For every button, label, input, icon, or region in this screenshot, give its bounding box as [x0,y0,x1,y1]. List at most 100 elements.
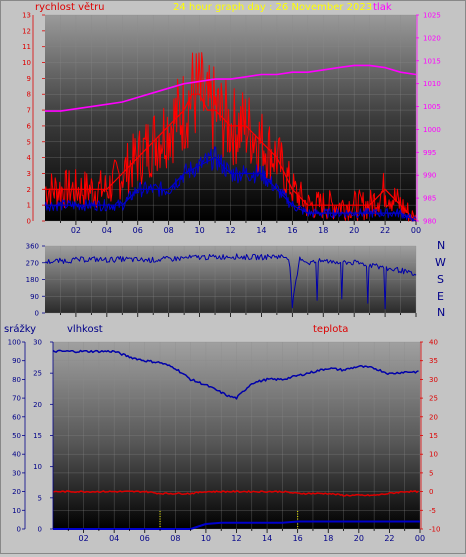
y-tick-label: 5 [38,494,42,502]
y-tick-label: 9 [27,75,31,83]
grid-lines [45,14,421,530]
y-tick-label: 70 [12,395,21,403]
y2-tick-label: 1020 [423,34,441,42]
x-tick-label: 22 [384,534,394,543]
x-tick-label: 08 [170,534,180,543]
y-tick-label: 10 [33,463,42,471]
y2-tick-label: 1025 [423,12,441,20]
y-tick-label: 8 [27,91,31,99]
y-tick-label: 60 [12,413,21,421]
y2-tick-label: 1015 [423,57,441,65]
axes-layer: 02 04 06 08 10 12 14 16 18 20 22 000123456789101112… [8,12,441,544]
x-tick-label: 10 [194,226,204,235]
x-tick-label: 20 [354,534,364,543]
y2-tick-label: 995 [423,149,436,157]
x-tick-label: 12 [225,226,235,235]
humidity-line [52,349,419,400]
y-tick-label: 4 [27,154,32,162]
pressure-line [45,64,417,112]
x-tick-label: 14 [256,226,266,235]
y-tick-label: 12 [22,27,31,35]
y-tick-label: 20 [33,401,42,409]
wind-title: rychlost větru [35,1,105,13]
y2-tick-label: 1010 [423,80,441,88]
y-tick-label: 30 [33,339,42,347]
y-tick-label: 2 [27,186,31,194]
y-tick-label: 0 [38,526,42,534]
y-tick-label: 20 [12,488,21,496]
temperature-label: teplota [313,324,348,335]
y-tick-label: 0 [27,218,31,226]
y-tick-label: 90 [12,357,21,365]
humidity-label: vlhkost [67,324,103,335]
y-tick-label: 80 [12,376,21,384]
wind-gust-line [45,93,417,222]
y-tick-label: 50 [12,432,21,440]
y-tick-label: 5 [27,138,31,146]
rain-label: srážky [4,323,36,335]
x-tick-label: 02 [78,534,88,543]
compass-label-n: N [437,239,445,252]
wind-direction-trace [44,253,417,310]
y-tick-label: 11 [22,43,31,51]
y-tick-label: 40 [12,451,21,459]
y2-tick-label: 0 [429,488,433,496]
series-layer [44,52,420,530]
y2-tick-label: 5 [429,469,433,477]
x-tick-label: 00 [411,226,421,235]
y2-tick-label: 1000 [423,126,441,134]
x-tick-label: 10 [201,534,211,543]
x-tick-label: 12 [231,534,241,543]
y2-tick-label: -10 [429,526,440,534]
y-tick-label: 100 [8,339,21,347]
y-tick-label: 1 [27,202,31,210]
compass-label-s: S [437,273,444,286]
x-tick-label: 04 [102,226,112,235]
compass-label-e: E [437,290,444,303]
y2-tick-label: 980 [423,218,436,226]
y-tick-label: 180 [26,276,39,284]
y2-tick-label: 30 [429,376,438,384]
wind-average-line [45,157,417,222]
y-tick-label: 10 [12,507,21,515]
compass-label-w: W [435,256,446,269]
x-tick-label: 00 [415,534,425,543]
y-tick-label: 7 [27,107,31,115]
x-tick-label: 14 [262,534,272,543]
y2-tick-label: 10 [429,451,438,459]
y-tick-label: 10 [22,59,31,67]
y-tick-label: 0 [17,526,21,534]
x-tick-label: 16 [287,226,297,235]
rain-line [53,520,420,530]
x-tick-label: 20 [349,226,359,235]
x-tick-label: 06 [140,534,150,543]
y-tick-label: 360 [26,243,39,251]
y2-tick-label: 40 [429,339,438,347]
y2-tick-label: 20 [429,413,438,421]
x-tick-label: 22 [380,226,390,235]
y2-tick-label: 990 [423,172,436,180]
graph-title: 24 hour graph day : 26 November 2023 [173,2,372,13]
x-tick-label: 02 [71,226,81,235]
y-tick-label: 6 [27,122,32,130]
wind-gust-trace [44,52,417,222]
y-tick-label: 90 [30,293,39,301]
y-tick-label: 270 [26,259,39,267]
x-tick-label: 08 [164,226,174,235]
y2-tick-label: -5 [429,507,436,515]
x-tick-label: 18 [323,534,333,543]
y-tick-label: 13 [22,12,31,20]
y2-tick-label: 15 [429,432,438,440]
x-tick-label: 06 [133,226,143,235]
y-tick-label: 0 [35,310,39,318]
temperature-line [52,490,419,497]
y2-tick-label: 35 [429,357,438,365]
y2-tick-label: 1005 [423,103,441,111]
x-tick-label: 16 [293,534,303,543]
x-tick-label: 18 [318,226,328,235]
y-tick-label: 25 [33,370,42,378]
y-tick-label: 30 [12,469,21,477]
pressure-title: tlak [373,2,392,13]
